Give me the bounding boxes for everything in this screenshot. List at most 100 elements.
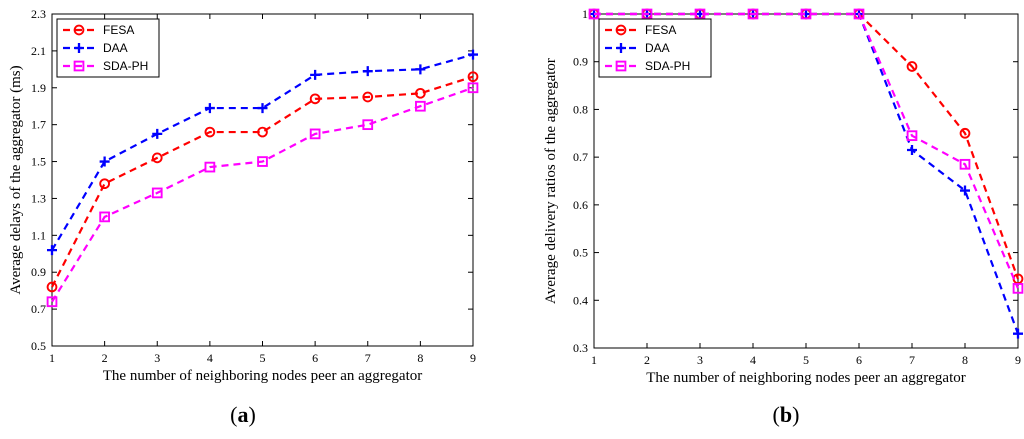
y-tick-label: 1.7	[31, 118, 46, 132]
data-point-sda-ph	[309, 128, 321, 140]
y-tick-label: 0.7	[573, 150, 588, 164]
data-point-sda-ph	[362, 119, 374, 131]
panel-label-open: (	[230, 402, 237, 427]
x-tick-label: 2	[102, 351, 108, 365]
series-daa	[47, 49, 478, 256]
data-point-sda-ph	[46, 296, 58, 308]
data-point-daa	[47, 245, 57, 256]
data-point-fesa	[151, 152, 163, 164]
data-point-fesa	[99, 178, 110, 190]
legend-label-sda-ph: SDA-PH	[645, 59, 690, 73]
x-axis-label: The number of neighboring nodes peer an …	[646, 370, 965, 386]
data-point-sda-ph	[151, 187, 163, 199]
legend: FESA DAA SDA-PH	[598, 18, 712, 78]
panel-label-open: (	[773, 402, 780, 427]
chart-panel-b: 1 2 3 4 5 6 7 8 9 0.3 0.4 0.5 0.6 0.7 0.8 0.9 1 The numbe…	[543, 7, 1024, 427]
series-line-fesa	[594, 12, 1020, 280]
data-point-daa	[99, 156, 110, 167]
chart-panel-a: 1 2 3 4 5 6 7 8 9 0.5 0.7 0.9 1.1 1.3 1.5 1.7 1.9 2.1 2.3 T…	[8, 7, 479, 427]
series-line-sda-ph	[51, 86, 474, 303]
data-point-daa	[960, 185, 970, 196]
data-point-sda-ph	[641, 8, 653, 20]
legend: FESA DAA SDA-PH	[56, 18, 160, 78]
data-point-sda-ph	[959, 158, 971, 170]
series-sda-ph	[46, 82, 479, 308]
x-tick-label: 5	[260, 351, 266, 365]
data-point-daa	[362, 66, 373, 77]
x-tick-label: 2	[644, 353, 650, 367]
y-tick-label: 1.1	[31, 228, 46, 242]
legend-marker-daa	[74, 43, 84, 53]
data-point-sda-ph	[1012, 283, 1024, 294]
data-point-daa	[204, 103, 215, 114]
data-point-fesa	[362, 91, 374, 103]
y-axis-label: Average delays of the aggregator (ms)	[8, 65, 24, 294]
data-point-sda-ph	[747, 8, 759, 20]
y-tick-label: 0.9	[573, 55, 588, 69]
x-tick-label: 3	[697, 353, 703, 367]
panel-label-close: )	[792, 402, 799, 427]
series-fesa	[46, 71, 479, 293]
legend-label-daa: DAA	[103, 41, 128, 55]
y-tick-label: 0.3	[573, 341, 588, 355]
data-point-fesa	[906, 61, 918, 72]
legend-label-daa: DAA	[645, 41, 670, 55]
x-tick-label: 9	[470, 351, 476, 365]
data-point-sda-ph	[800, 8, 812, 20]
y-tick-label: 1.5	[31, 155, 46, 169]
data-point-daa	[257, 103, 268, 114]
data-point-fesa	[309, 93, 321, 105]
series-sda-ph	[588, 8, 1024, 294]
x-tick-label: 3	[154, 351, 160, 365]
y-tick-label: 0.8	[573, 102, 588, 116]
x-tick-label: 8	[417, 351, 423, 365]
legend-label-fesa: FESA	[103, 23, 134, 37]
x-tick-label: 6	[856, 353, 862, 367]
data-point-daa	[907, 144, 917, 155]
data-point-fesa	[46, 281, 58, 293]
data-point-daa	[415, 64, 426, 75]
data-point-sda-ph	[906, 130, 918, 142]
x-tick-label: 4	[750, 353, 756, 367]
panel-label-letter: b	[780, 402, 792, 427]
y-tick-label: 1.3	[31, 191, 46, 205]
panel-label: (b)	[773, 402, 800, 427]
y-tick-label: 0.5	[31, 339, 46, 353]
x-tick-label: 6	[312, 351, 318, 365]
data-point-fesa	[204, 126, 216, 138]
legend-marker-fesa	[615, 24, 627, 36]
data-point-sda-ph	[99, 211, 110, 223]
y-tick-label: 2.3	[31, 7, 46, 21]
legend-marker-daa	[616, 43, 626, 53]
data-point-daa	[152, 128, 163, 139]
y-tick-label: 0.6	[573, 198, 588, 212]
x-tick-label: 7	[365, 351, 371, 365]
legend-marker-sda-ph	[73, 60, 85, 72]
y-tick-label: 0.7	[31, 302, 46, 316]
data-point-sda-ph	[853, 8, 865, 20]
legend-label-fesa: FESA	[645, 23, 676, 37]
x-tick-label: 9	[1015, 353, 1021, 367]
panel-label: (a)	[230, 402, 256, 427]
data-point-daa	[1013, 328, 1023, 339]
y-tick-label: 1.9	[31, 81, 46, 95]
y-tick-label: 0.9	[31, 265, 46, 279]
series-line-daa	[51, 53, 474, 251]
data-point-daa	[468, 49, 478, 60]
legend-label-sda-ph: SDA-PH	[103, 59, 148, 73]
panel-label-letter: a	[238, 402, 249, 427]
y-axis-label: Average delivery ratios of the aggregato…	[543, 58, 559, 304]
data-point-fesa	[959, 127, 971, 139]
x-tick-label: 8	[962, 353, 968, 367]
legend-marker-fesa	[73, 24, 85, 36]
legend-marker-sda-ph	[615, 60, 627, 72]
x-tick-label: 4	[207, 351, 213, 365]
y-tick-label: 1	[582, 7, 588, 21]
series-line-sda-ph	[594, 12, 1020, 289]
data-point-fesa	[467, 71, 479, 83]
y-tick-label: 0.5	[573, 246, 588, 260]
data-point-sda-ph	[467, 82, 479, 94]
series-line-fesa	[51, 75, 474, 288]
x-tick-label: 7	[909, 353, 915, 367]
